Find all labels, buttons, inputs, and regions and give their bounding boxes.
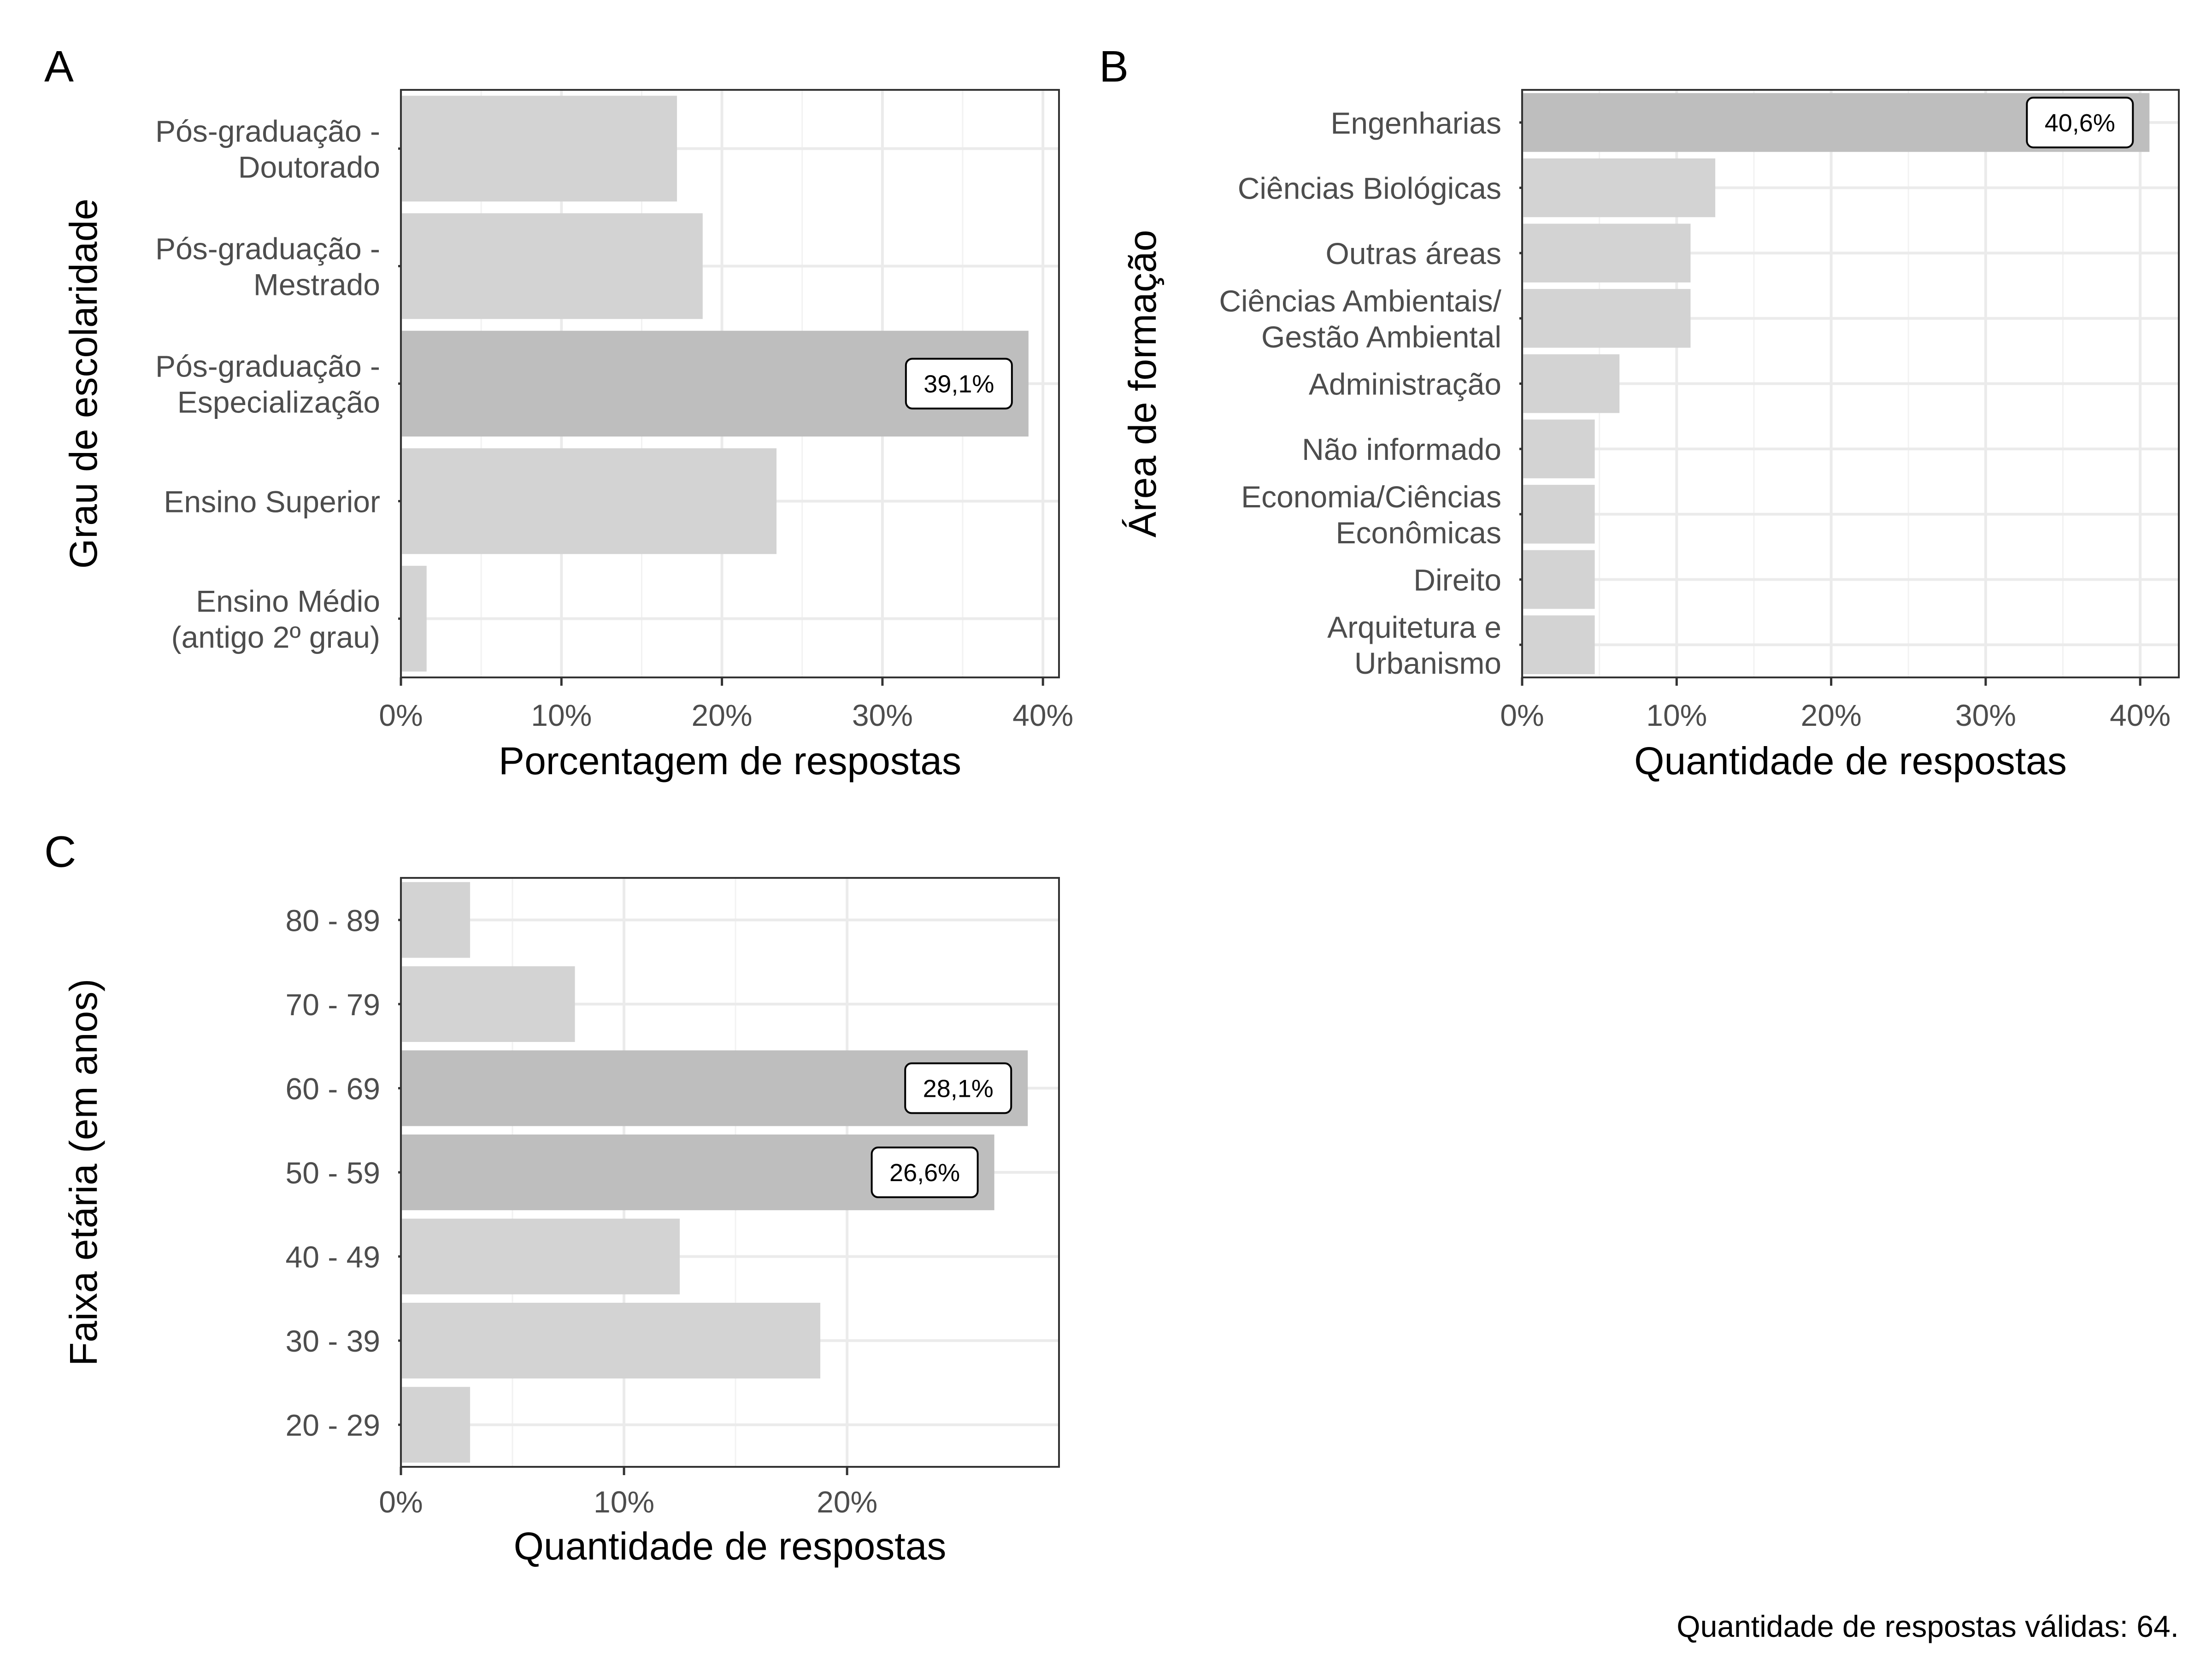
bar — [401, 882, 471, 958]
x-tick-label: 10% — [594, 1485, 654, 1519]
data-label-box — [904, 1062, 1012, 1114]
x-tick-label: 40% — [1012, 698, 1073, 732]
x-tick-label: 40% — [2110, 698, 2171, 732]
y-tick-label: Direito — [1413, 563, 1501, 597]
y-tick-label: Ciências Biológicas — [1238, 171, 1501, 206]
data-label: 40,6% — [2026, 96, 2134, 148]
y-tick-label: 70 - 79 — [286, 988, 380, 1022]
y-tick-label: Ciências Ambientais/Gestão Ambiental — [1219, 284, 1501, 354]
bar — [401, 1218, 680, 1294]
y-tick-label: Administração — [1309, 367, 1501, 401]
x-tick-label: 20% — [692, 698, 753, 732]
data-label-box — [2026, 96, 2134, 148]
data-label-text: 39,1% — [924, 371, 994, 398]
x-tick-label: 20% — [1801, 698, 1862, 732]
y-tick-label: 20 - 29 — [286, 1408, 380, 1442]
data-label-text: 28,1% — [923, 1075, 994, 1102]
data-label: 39,1% — [905, 358, 1013, 410]
data-label-text: 40,6% — [2045, 109, 2115, 137]
y-tick-label: 40 - 49 — [286, 1240, 380, 1274]
chart-panel-c: C 28,1% 26,6% 80 - 89 70 - 79 60 - 69 50 - 59 4… — [44, 827, 1060, 1568]
y-tick-label: Pós-graduação -Mestrado — [155, 232, 380, 302]
y-tick-label: Pós-graduação -Especialização — [155, 349, 380, 419]
panel-tag: C — [44, 827, 76, 877]
x-axis-title: Quantidade de respostas — [1634, 739, 2067, 782]
y-tick-label: Arquitetura e Urbanismo — [1327, 610, 1501, 680]
data-label: 26,6% — [871, 1147, 979, 1198]
panel-tag: A — [44, 42, 74, 91]
bar — [1522, 485, 1595, 544]
data-label: 28,1% — [904, 1062, 1012, 1114]
caption-text: Quantidade de respostas válidas: 64. — [1677, 1609, 2179, 1643]
y-tick-label: Ensino Médio (antigo 2º grau) — [171, 584, 380, 654]
y-tick-label: Não informado — [1302, 432, 1501, 466]
bar — [1522, 224, 1691, 282]
bar — [401, 966, 575, 1042]
bar — [1522, 289, 1691, 348]
chart-panel-b: B 40,6% Engenharias Ciências Biológicas Outr… — [1099, 42, 2180, 782]
x-tick-label: 10% — [531, 698, 592, 732]
data-label-box — [905, 358, 1013, 410]
y-tick-label: Outras áreas — [1326, 236, 1502, 271]
y-tick-label: Engenharias — [1330, 106, 1501, 140]
y-tick-label: Ensino Superior — [164, 485, 380, 519]
x-tick-label: 0% — [379, 698, 423, 732]
data-label-box — [871, 1147, 979, 1198]
x-tick-label: 0% — [379, 1485, 423, 1519]
y-tick-label: 30 - 39 — [286, 1324, 380, 1358]
chart-panel-a: A 39,1% Pós-graduação -Doutorado Pós-gradua… — [44, 42, 1073, 782]
y-tick-label: Economia/Ciências Econômicas — [1241, 480, 1501, 550]
x-tick-label: 20% — [817, 1485, 877, 1519]
x-tick-label: 0% — [1500, 698, 1544, 732]
panel-tag: B — [1099, 42, 1129, 91]
bar — [401, 448, 777, 554]
data-label-text: 26,6% — [889, 1159, 960, 1187]
x-axis-title: Quantidade de respostas — [514, 1524, 947, 1568]
y-tick-label: 50 - 59 — [286, 1156, 380, 1190]
bar — [1522, 419, 1595, 478]
bar — [1522, 550, 1595, 609]
bar — [1522, 354, 1620, 413]
y-axis-title: Grau de escolaridade — [62, 199, 105, 569]
x-tick-label: 30% — [852, 698, 913, 732]
bar — [401, 95, 677, 202]
y-tick-label: Pós-graduação -Doutorado — [155, 114, 380, 184]
bar — [401, 213, 703, 319]
bar — [401, 1387, 471, 1463]
y-tick-label: 60 - 69 — [286, 1071, 380, 1106]
bar — [401, 1302, 821, 1379]
x-tick-label: 10% — [1646, 698, 1707, 732]
x-axis-title: Porcentagem de respostas — [499, 739, 961, 782]
y-axis-title: Faixa etária (em anos) — [62, 979, 105, 1366]
bar — [1522, 615, 1595, 674]
x-tick-label: 30% — [1955, 698, 2016, 732]
y-axis-title: Área de formação — [1121, 230, 1164, 538]
bar — [401, 565, 427, 672]
y-tick-label: 80 - 89 — [286, 903, 380, 937]
bar — [1522, 158, 1716, 218]
